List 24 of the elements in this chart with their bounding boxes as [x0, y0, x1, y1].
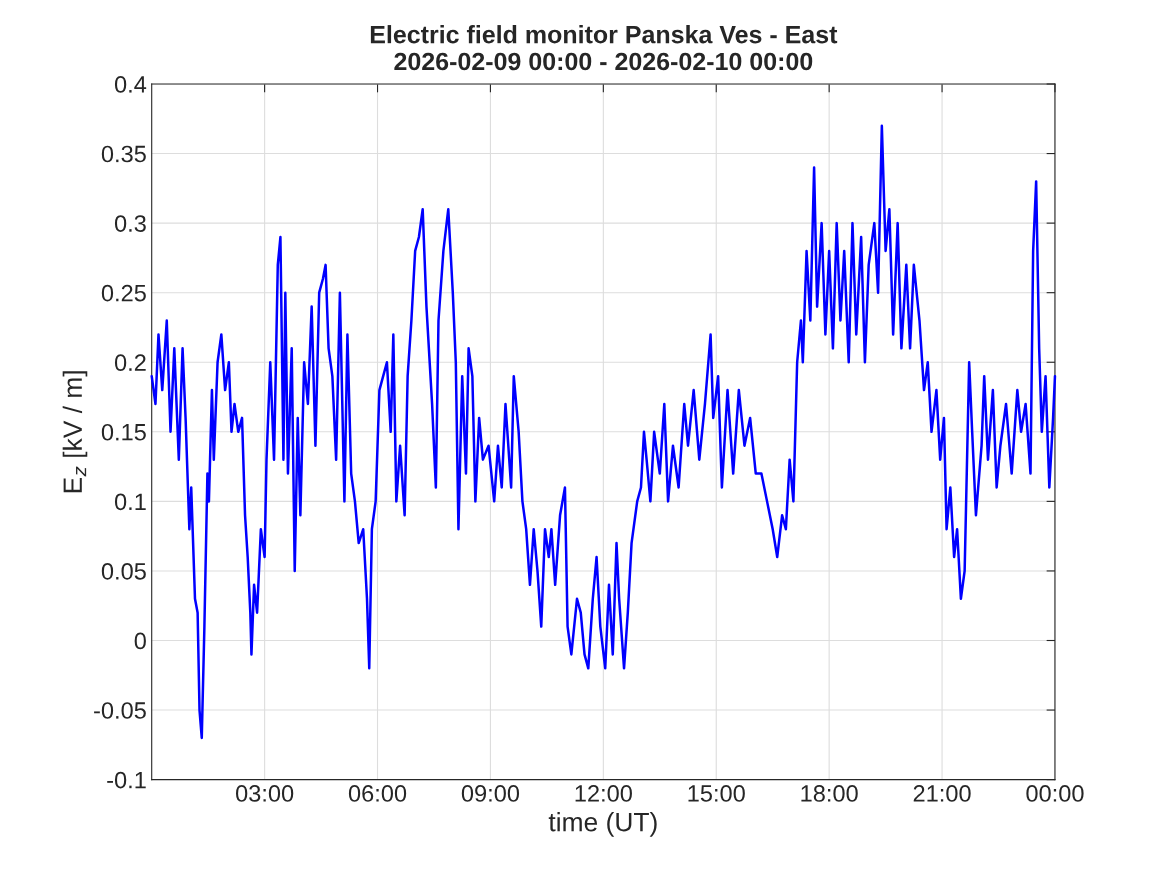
y-tick-label: 0	[134, 632, 146, 650]
x-tick-label: 12:00	[575, 785, 632, 802]
x-tick-label: 09:00	[461, 785, 520, 802]
y-tick-label: 0.1	[114, 493, 146, 511]
x-tick-label: 21:00	[913, 785, 971, 802]
y-tick-label: 0.15	[101, 423, 146, 441]
y-tick-label: 0.4	[114, 76, 147, 93]
y-tick-label: -0.1	[107, 771, 146, 789]
x-tick-label: 06:00	[348, 785, 407, 802]
x-axis-title: time (UT)	[548, 812, 657, 837]
y-tick-label: 0.05	[101, 563, 146, 580]
chart-title: Electric field monitor Panska Ves - East	[370, 25, 838, 44]
line-series	[150, 124, 1057, 740]
y-tick-label: 0.3	[114, 215, 146, 232]
y-tick-label: 0.25	[101, 284, 146, 302]
chart-subtitle: 2026-02-09 00:00 - 2026-02-10 00:00	[394, 52, 813, 71]
y-axis-title: E$_{z}$ [kV / m]	[62, 371, 88, 493]
y-tick-label: 0.35	[101, 145, 146, 163]
x-tick-label: 15:00	[688, 785, 745, 802]
x-tick-label: 03:00	[236, 785, 294, 802]
x-tick-label: 18:00	[801, 785, 858, 802]
y-tick-label: 0.2	[114, 354, 146, 372]
x-tick-label: 00:00	[1026, 785, 1084, 802]
y-tick-label: -0.05	[94, 702, 146, 719]
